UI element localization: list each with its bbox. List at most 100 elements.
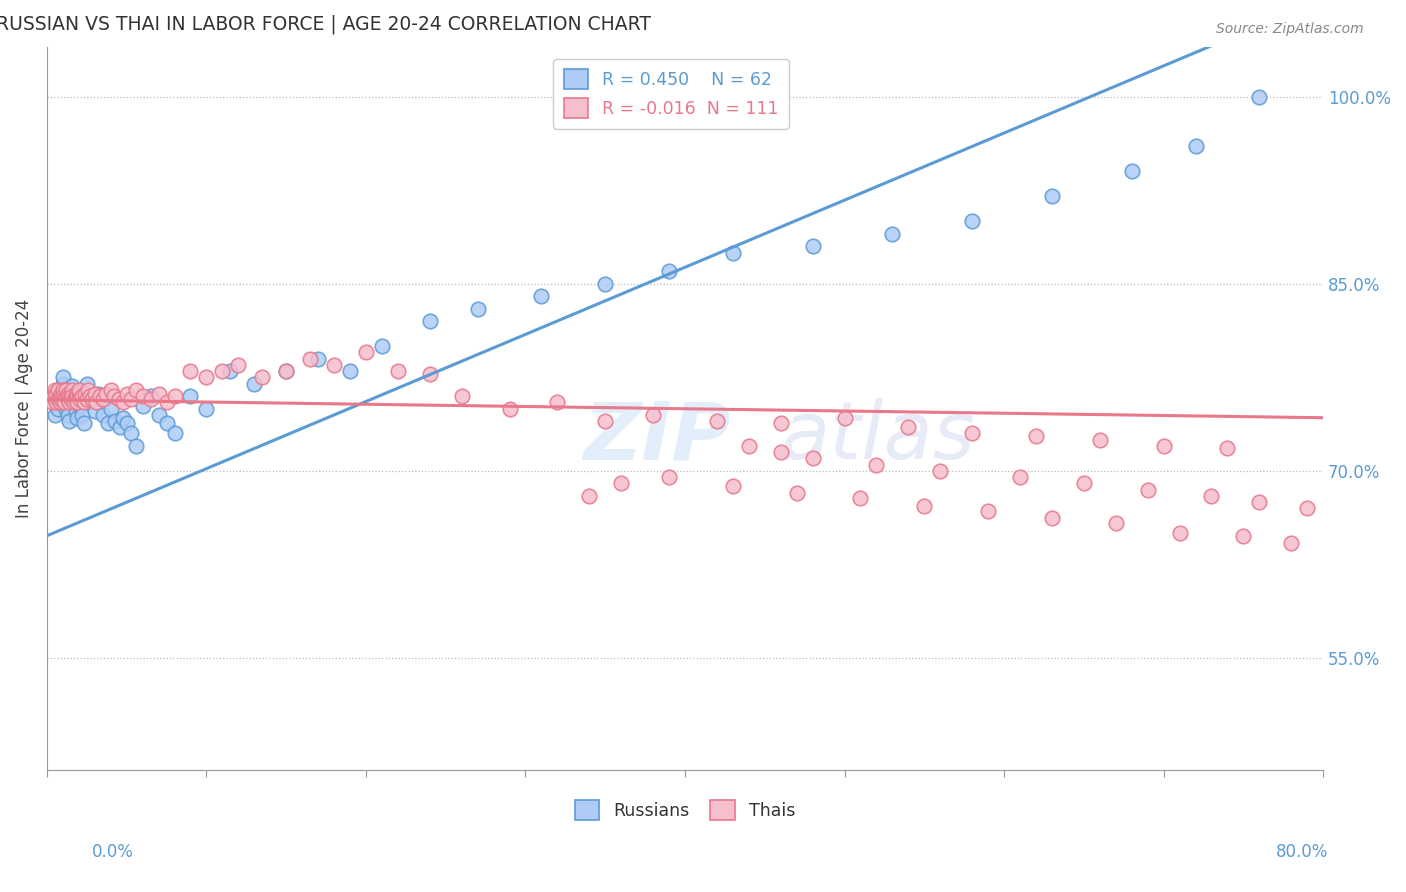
Point xyxy=(52,370,75,384)
Point xyxy=(63,395,86,409)
Point xyxy=(865,458,887,472)
Point xyxy=(67,392,90,406)
Y-axis label: In Labor Force | Age 20-24: In Labor Force | Age 20-24 xyxy=(15,299,32,518)
Point xyxy=(195,401,218,416)
Point xyxy=(960,214,983,228)
Point xyxy=(1249,89,1271,103)
Point xyxy=(243,376,266,391)
Point xyxy=(69,392,91,406)
Point xyxy=(66,395,89,409)
Point xyxy=(1088,433,1111,447)
Point xyxy=(66,411,89,425)
Point xyxy=(86,395,108,409)
Point xyxy=(139,389,162,403)
Point xyxy=(467,301,489,316)
Point xyxy=(66,389,89,403)
Point xyxy=(112,411,135,425)
Point xyxy=(59,392,82,406)
Point xyxy=(72,395,94,409)
Point xyxy=(59,386,82,401)
Point xyxy=(1025,429,1047,443)
Point xyxy=(69,399,91,413)
Point xyxy=(882,227,904,241)
Point xyxy=(48,395,70,409)
Point xyxy=(62,389,84,403)
Point xyxy=(94,386,117,401)
Point xyxy=(849,491,872,506)
Point xyxy=(593,277,616,291)
Point xyxy=(323,358,346,372)
Point xyxy=(658,470,681,484)
Point xyxy=(67,383,90,397)
Point xyxy=(179,364,201,378)
Text: RUSSIAN VS THAI IN LABOR FORCE | AGE 20-24 CORRELATION CHART: RUSSIAN VS THAI IN LABOR FORCE | AGE 20-… xyxy=(0,15,651,35)
Point xyxy=(977,504,1000,518)
Point xyxy=(46,383,69,397)
Point xyxy=(1375,508,1398,522)
Point xyxy=(53,392,76,406)
Text: 0.0%: 0.0% xyxy=(91,843,134,861)
Point xyxy=(1279,536,1302,550)
Point xyxy=(120,392,142,406)
Point xyxy=(46,401,69,416)
Point xyxy=(706,414,728,428)
Point xyxy=(45,395,67,409)
Point xyxy=(450,389,472,403)
Point xyxy=(45,395,67,409)
Point xyxy=(58,395,80,409)
Point xyxy=(55,389,77,403)
Text: ZIP: ZIP xyxy=(583,399,730,476)
Point xyxy=(75,389,97,403)
Point xyxy=(339,364,361,378)
Point xyxy=(110,420,132,434)
Point xyxy=(276,364,298,378)
Point xyxy=(70,408,93,422)
Point xyxy=(65,404,87,418)
Point xyxy=(41,395,63,409)
Point xyxy=(44,408,66,422)
Point xyxy=(76,376,98,391)
Point xyxy=(299,351,322,366)
Point xyxy=(1344,504,1367,518)
Point xyxy=(1249,495,1271,509)
Point xyxy=(62,379,84,393)
Point xyxy=(91,392,114,406)
Point xyxy=(419,367,441,381)
Point xyxy=(643,408,665,422)
Point xyxy=(51,392,73,406)
Point xyxy=(148,408,170,422)
Point xyxy=(115,417,138,431)
Point xyxy=(56,408,79,422)
Point xyxy=(65,386,87,401)
Point xyxy=(55,383,77,397)
Point xyxy=(769,417,792,431)
Point xyxy=(120,426,142,441)
Point xyxy=(1008,470,1031,484)
Point xyxy=(912,499,935,513)
Point xyxy=(163,389,186,403)
Point xyxy=(125,439,148,453)
Point xyxy=(63,392,86,406)
Point xyxy=(70,389,93,403)
Point xyxy=(103,389,125,403)
Point xyxy=(593,414,616,428)
Point xyxy=(546,395,568,409)
Point xyxy=(67,386,90,401)
Point xyxy=(83,386,105,401)
Point xyxy=(56,386,79,401)
Point xyxy=(63,395,86,409)
Legend: Russians, Thais: Russians, Thais xyxy=(568,793,801,827)
Point xyxy=(96,417,118,431)
Point xyxy=(179,389,201,403)
Point xyxy=(354,345,377,359)
Point xyxy=(1105,516,1128,531)
Point xyxy=(1184,139,1206,153)
Text: atlas: atlas xyxy=(780,399,976,476)
Point xyxy=(115,386,138,401)
Point xyxy=(91,408,114,422)
Point xyxy=(530,289,553,303)
Point xyxy=(211,364,233,378)
Point xyxy=(155,395,177,409)
Point xyxy=(53,383,76,397)
Point xyxy=(42,389,65,403)
